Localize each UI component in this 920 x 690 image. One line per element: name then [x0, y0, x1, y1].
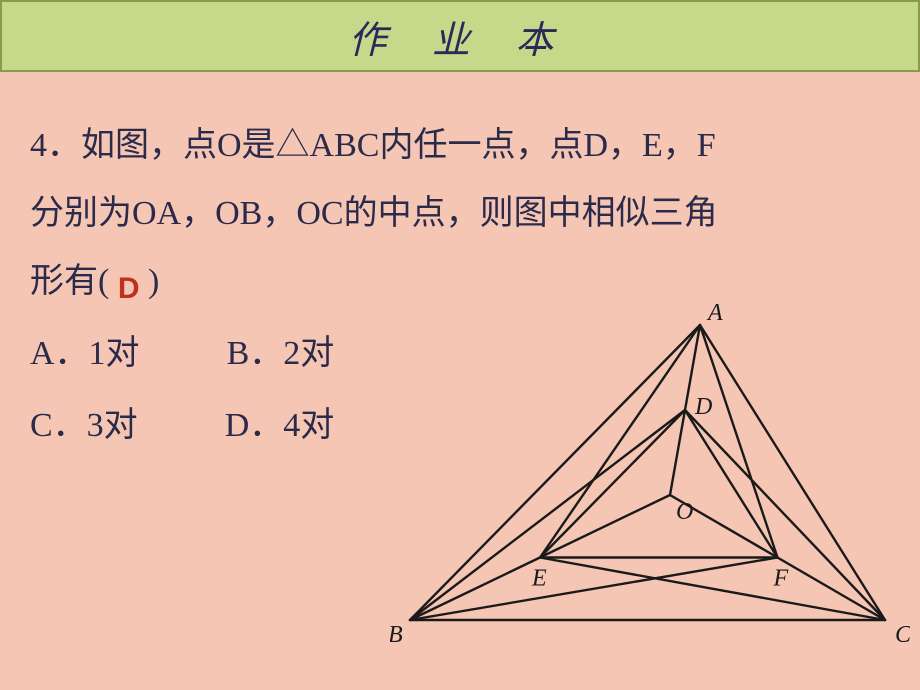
svg-text:F: F [773, 566, 789, 592]
answer-letter: D [118, 259, 140, 319]
option-c: C．3对 [30, 407, 138, 444]
svg-text:C: C [895, 622, 910, 648]
header-bar: 作 业 本 [0, 0, 920, 72]
question-number: 4． [30, 127, 81, 164]
question-line1: 如图，点O是△ABC内任一点，点D，E，F [81, 127, 716, 164]
page-title: 作 业 本 [348, 9, 571, 64]
svg-text:D: D [694, 394, 712, 420]
option-a: A．1对 [30, 335, 140, 372]
geometry-diagram: A B C D E F O [390, 300, 910, 680]
svg-text:E: E [531, 566, 547, 592]
question-line2: 分别为OA，OB，OC的中点，则图中相似三角 [30, 195, 718, 232]
option-b: B．2对 [227, 335, 335, 372]
question-block: 4．如图，点O是△ABC内任一点，点D，E，F 分别为OA，OB，OC的中点，则… [30, 112, 890, 316]
svg-text:B: B [390, 622, 403, 648]
svg-text:O: O [676, 499, 693, 525]
question-line3-post: ) [148, 263, 159, 300]
svg-text:A: A [706, 300, 723, 326]
question-line3-pre: 形有( [30, 263, 109, 300]
option-d: D．4对 [225, 407, 335, 444]
